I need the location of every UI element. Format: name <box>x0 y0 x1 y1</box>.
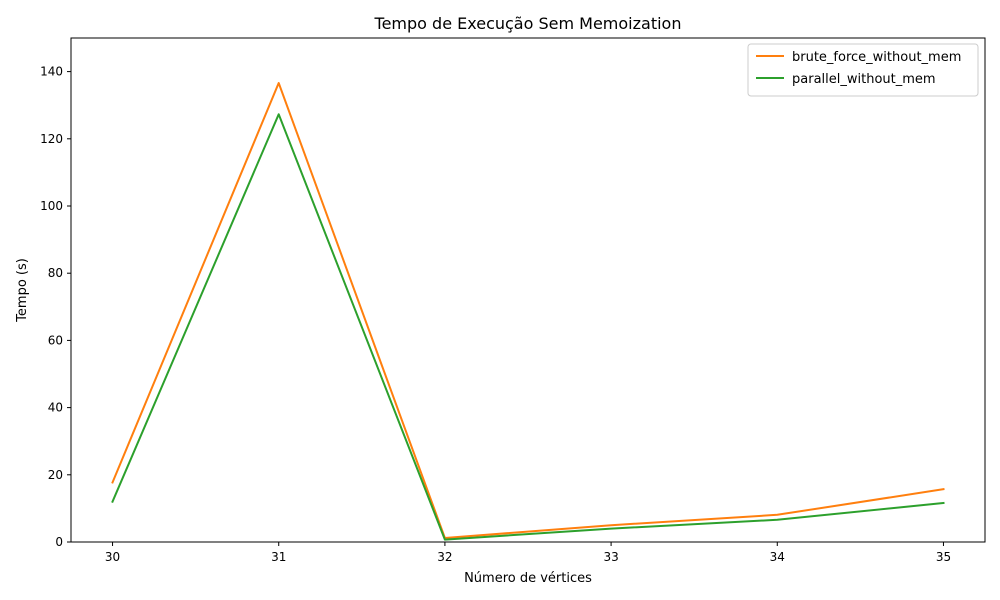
y-tick-label: 0 <box>55 535 63 549</box>
x-tick-label: 35 <box>936 550 951 564</box>
y-tick-label: 120 <box>40 132 63 146</box>
x-axis: 30 31 32 33 34 35 <box>105 542 951 564</box>
series-line-brute_force_without_mem <box>111 82 945 539</box>
y-tick-label: 40 <box>48 401 63 415</box>
y-tick-label: 80 <box>48 266 63 280</box>
legend-label: parallel_without_mem <box>792 72 936 87</box>
x-tick-label: 30 <box>105 550 120 564</box>
x-tick-label: 31 <box>271 550 286 564</box>
y-tick-label: 140 <box>40 65 63 79</box>
y-tick-label: 20 <box>48 468 63 482</box>
plot-area <box>111 82 945 541</box>
y-tick-label: 60 <box>48 333 63 347</box>
chart-title: Tempo de Execução Sem Memoization <box>374 14 682 33</box>
series-line-parallel_without_mem <box>111 113 945 541</box>
y-tick-label: 100 <box>40 199 63 213</box>
y-axis: 0 20 40 60 80 100 120 140 <box>40 65 71 549</box>
x-axis-label: Número de vértices <box>464 571 592 586</box>
x-tick-label: 33 <box>603 550 618 564</box>
plot-frame <box>70 37 986 543</box>
legend-label: brute_force_without_mem <box>792 50 961 65</box>
x-tick-label: 32 <box>437 550 452 564</box>
x-tick-label: 34 <box>770 550 785 564</box>
legend-box <box>747 43 979 97</box>
legend: brute_force_without_mem parallel_without_… <box>747 43 979 97</box>
y-axis-label: Tempo (s) <box>15 258 30 323</box>
